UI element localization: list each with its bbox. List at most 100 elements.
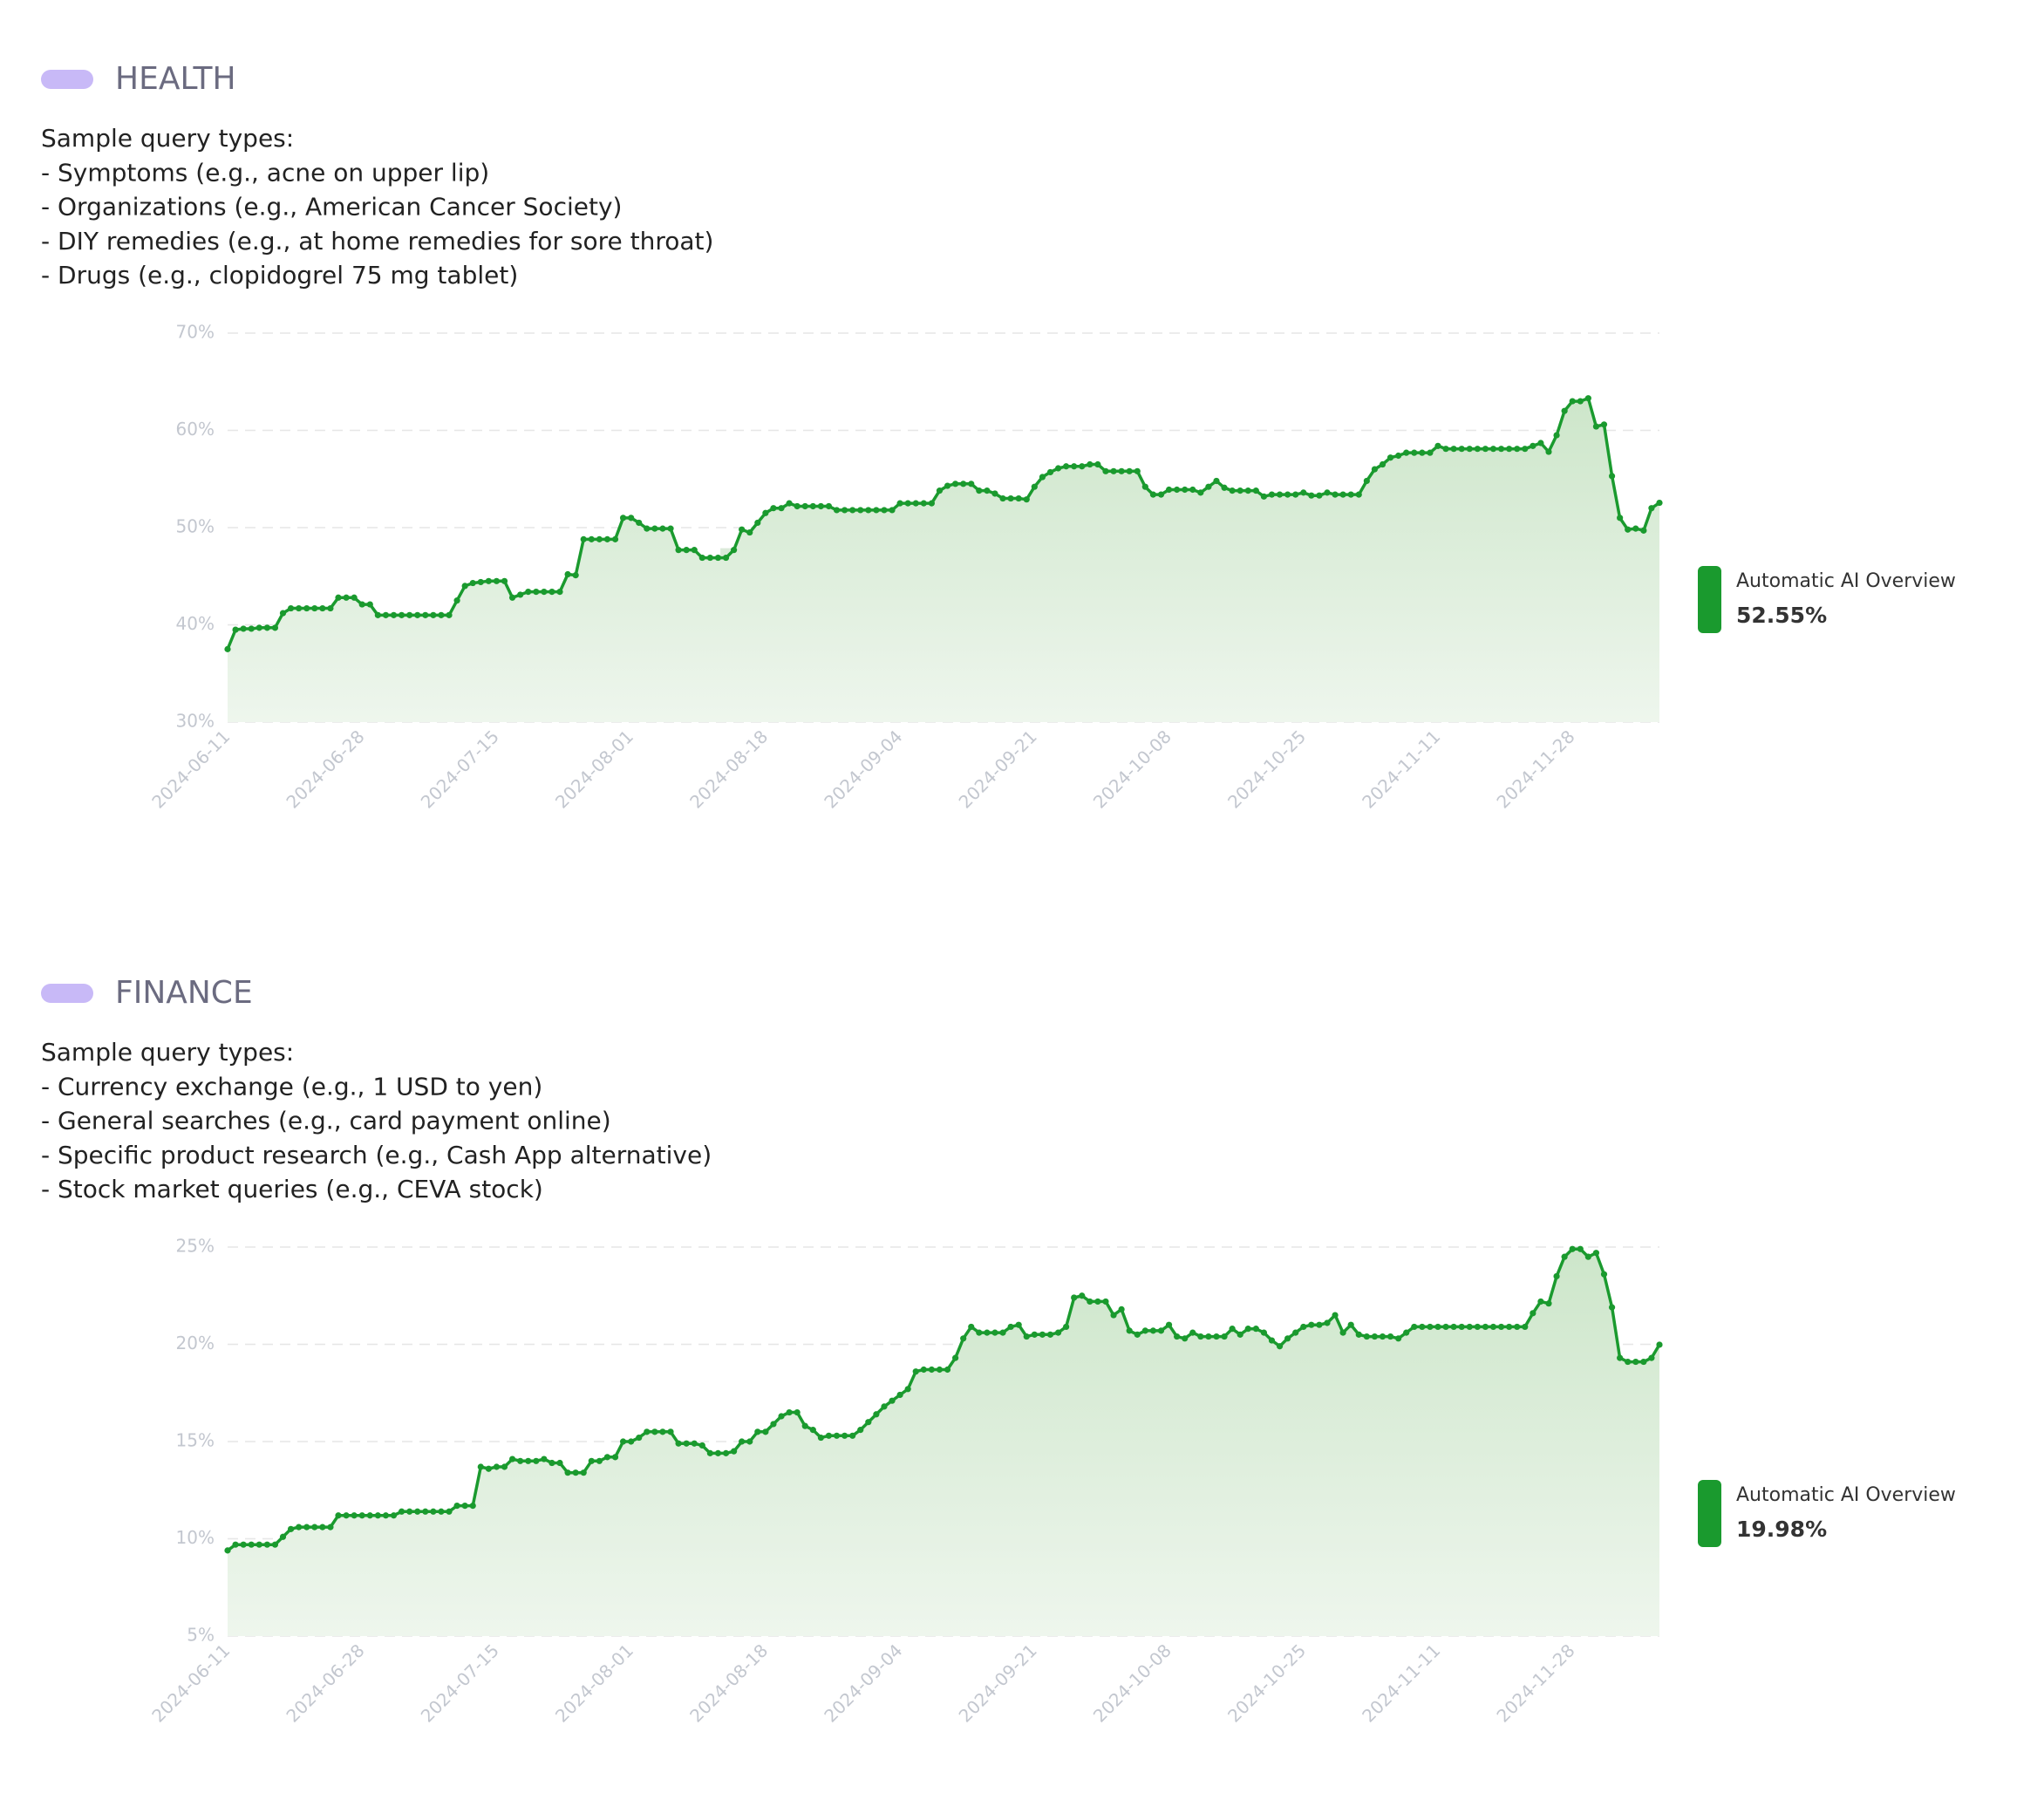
- point: [714, 1449, 722, 1456]
- x-tick-label: 2024-09-04: [820, 726, 906, 812]
- point: [1474, 1323, 1481, 1331]
- point: [920, 500, 927, 507]
- point: [1403, 449, 1410, 456]
- y-tick-label: 60%: [176, 419, 215, 440]
- x-tick-label: 2024-10-08: [1089, 726, 1175, 812]
- point: [398, 1508, 405, 1515]
- point: [1237, 487, 1243, 494]
- point: [1079, 1292, 1086, 1299]
- point: [1260, 1329, 1268, 1336]
- point: [263, 1541, 270, 1548]
- point: [1489, 1323, 1497, 1331]
- point: [287, 604, 295, 612]
- point: [801, 502, 808, 510]
- point: [1094, 460, 1101, 468]
- point: [1640, 527, 1647, 534]
- point: [240, 625, 247, 632]
- description-line: - Stock market queries (e.g., CEVA stock…: [41, 1175, 543, 1203]
- point: [1427, 1323, 1434, 1331]
- point: [271, 1541, 279, 1548]
- point: [1126, 1327, 1133, 1334]
- point: [999, 494, 1006, 502]
- legend-value: 52.55%: [1736, 603, 1827, 628]
- point: [722, 1449, 730, 1456]
- point: [1324, 489, 1331, 496]
- point: [936, 487, 944, 494]
- point: [358, 601, 365, 608]
- y-tick-label: 70%: [176, 322, 215, 343]
- point: [849, 507, 856, 514]
- point: [1031, 483, 1038, 490]
- point: [1110, 467, 1117, 474]
- point: [960, 481, 967, 487]
- point: [1608, 1304, 1616, 1311]
- point: [1561, 407, 1568, 414]
- point: [1545, 1300, 1552, 1307]
- point: [406, 1508, 413, 1515]
- point: [833, 507, 841, 514]
- point: [477, 1463, 484, 1470]
- point: [1213, 477, 1220, 485]
- point: [984, 1329, 991, 1336]
- point: [1015, 1321, 1022, 1328]
- point: [1308, 492, 1315, 499]
- point: [912, 500, 919, 507]
- point: [1537, 440, 1544, 447]
- point: [1063, 1323, 1070, 1331]
- point: [1434, 1323, 1441, 1331]
- point: [1332, 1312, 1339, 1319]
- point: [1087, 1298, 1094, 1306]
- point: [1149, 491, 1157, 498]
- point: [659, 525, 666, 532]
- point: [1522, 446, 1529, 453]
- point: [762, 509, 769, 516]
- section: HEALTH Sample query types: - Symptoms (e.g…: [41, 61, 1956, 813]
- point: [541, 588, 548, 596]
- point: [343, 1512, 350, 1519]
- point: [762, 1428, 769, 1435]
- point: [517, 591, 524, 598]
- point: [525, 588, 532, 596]
- point: [952, 481, 959, 487]
- x-tick-label: 2024-09-21: [955, 1640, 1041, 1726]
- point: [644, 525, 651, 532]
- point: [1395, 452, 1402, 460]
- point: [548, 1459, 555, 1467]
- point: [1466, 1323, 1473, 1331]
- point: [1640, 1358, 1647, 1366]
- point: [1514, 446, 1521, 453]
- point: [1506, 446, 1513, 453]
- point: [1276, 491, 1284, 498]
- point: [335, 594, 342, 601]
- point: [1632, 1358, 1639, 1366]
- description-line: - Organizations (e.g., American Cancer S…: [41, 193, 622, 222]
- point: [1497, 446, 1505, 453]
- point: [770, 505, 777, 512]
- point: [1284, 491, 1291, 498]
- point: [256, 1541, 262, 1548]
- point: [999, 1329, 1006, 1336]
- x-tick-label: 2024-08-18: [685, 1640, 772, 1726]
- point: [1229, 487, 1236, 494]
- description-line: - Symptoms (e.g., acne on upper lip): [41, 158, 489, 187]
- y-tick-label: 25%: [176, 1236, 215, 1257]
- x-tick-label: 2024-07-15: [417, 726, 503, 812]
- point: [1489, 446, 1497, 453]
- point: [936, 1366, 944, 1374]
- y-tick-label: 15%: [176, 1430, 215, 1451]
- point: [611, 535, 619, 542]
- point: [224, 1547, 231, 1554]
- point: [366, 1512, 373, 1519]
- point: [1625, 1358, 1632, 1366]
- point: [896, 1391, 903, 1399]
- point: [1442, 1323, 1449, 1331]
- point: [572, 1469, 579, 1476]
- point: [698, 1442, 705, 1449]
- point: [279, 610, 287, 617]
- point: [1355, 1331, 1362, 1338]
- point: [390, 1512, 398, 1519]
- point: [794, 1408, 801, 1416]
- point: [1648, 1354, 1655, 1361]
- point: [414, 611, 421, 618]
- point: [588, 535, 595, 542]
